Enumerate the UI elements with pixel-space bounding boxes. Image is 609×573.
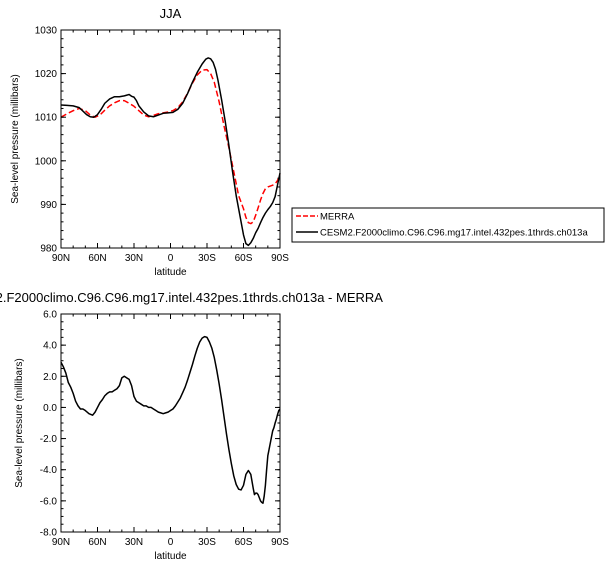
plot-frame <box>60 29 281 249</box>
legend-label: CESM2.F2000climo.C96.C96.mg17.intel.432p… <box>320 228 588 239</box>
x-tick-label: 90N <box>52 253 70 264</box>
x-tick-label: 60N <box>88 537 106 548</box>
y-axis-label: Sea-level pressure (millibars) <box>10 74 21 203</box>
x-axis-label: latitude <box>154 551 187 562</box>
series-line-merra <box>60 68 281 225</box>
y-tick-label: 1030 <box>35 26 58 37</box>
x-tick-label: 30S <box>198 537 216 548</box>
chart-title: CESM2.F2000climo.C96.C96.mg17.intel.432p… <box>0 290 383 305</box>
chart-title: JJA <box>160 6 182 21</box>
series-line-cesm2-f2000climo-c96-c96-mg17-intel-432pes-1thrds-ch013a <box>60 57 281 247</box>
y-tick-label: 1000 <box>35 156 58 167</box>
x-axis-label: latitude <box>154 267 187 278</box>
y-tick-label: -6.0 <box>40 496 58 507</box>
legend-label: MERRA <box>320 212 355 223</box>
y-tick-label: 1010 <box>35 113 58 124</box>
x-tick-label: 30S <box>198 253 216 264</box>
legend-box <box>291 207 605 243</box>
plot-frame <box>60 313 281 533</box>
x-tick-label: 90N <box>52 537 70 548</box>
y-tick-label: 6.0 <box>43 310 57 321</box>
x-tick-label: 30N <box>125 537 143 548</box>
y-tick-label: 990 <box>40 200 57 211</box>
x-tick-label: 60S <box>235 537 253 548</box>
x-tick-label: 90S <box>271 253 289 264</box>
y-tick-label: 1020 <box>35 69 58 80</box>
y-tick-label: -4.0 <box>40 465 58 476</box>
x-tick-label: 60N <box>88 253 106 264</box>
x-tick-label: 90S <box>271 537 289 548</box>
y-tick-label: 2.0 <box>43 372 57 383</box>
y-tick-label: 0.0 <box>43 403 57 414</box>
top-chart: JJA 90N 60N 30N 0 30S 60S 90S 980 990 1000 1010 1020… <box>10 6 605 278</box>
x-tick-label: 30N <box>125 253 143 264</box>
x-tick-label: 60S <box>235 253 253 264</box>
y-axis-label: Sea-level pressure (millibars) <box>14 358 25 487</box>
x-tick-label: 0 <box>168 253 174 264</box>
y-tick-label: 4.0 <box>43 341 57 352</box>
x-tick-label: 0 <box>168 537 174 548</box>
legend: MERRA CESM2.F2000climo.C96.C96.mg17.intel… <box>291 207 605 243</box>
y-tick-label: -8.0 <box>40 528 58 539</box>
y-tick-label: 980 <box>40 244 57 255</box>
series-line-0 <box>60 335 281 504</box>
y-tick-label: -2.0 <box>40 434 58 445</box>
difference-chart: CESM2.F2000climo.C96.C96.mg17.intel.432p… <box>0 290 383 562</box>
